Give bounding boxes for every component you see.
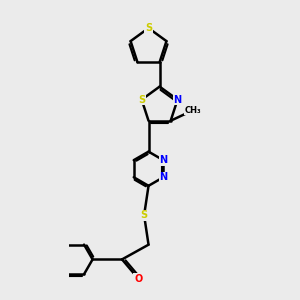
Text: O: O [134,274,142,284]
Text: N: N [159,172,167,182]
Text: CH₃: CH₃ [184,106,201,115]
Text: S: S [138,95,145,105]
Text: N: N [173,95,181,105]
Text: S: S [145,23,152,33]
Text: S: S [140,210,148,220]
Text: N: N [159,155,167,165]
